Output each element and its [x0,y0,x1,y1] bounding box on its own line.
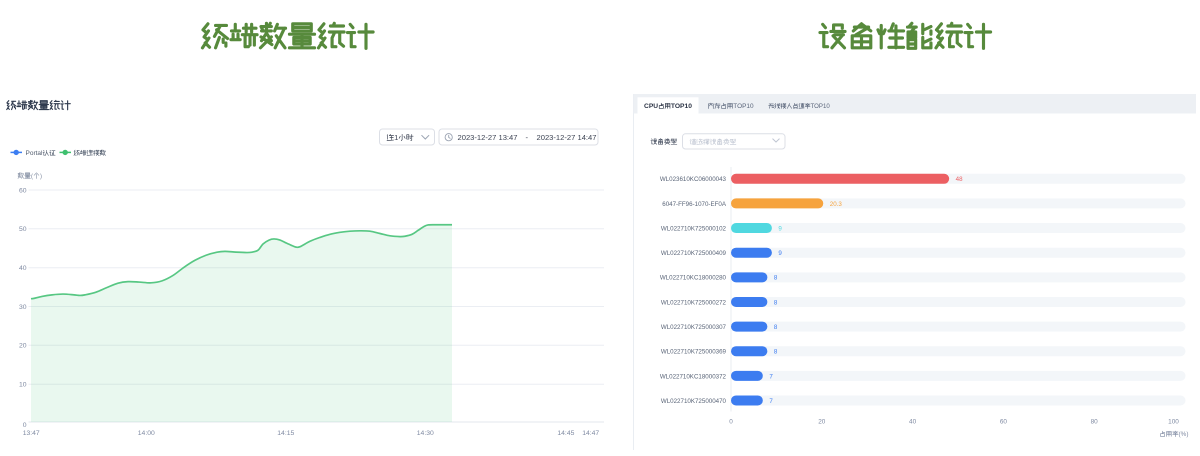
svg-text:1: 1 [394,133,398,142]
svg-text:WL022710K725000272: WL022710K725000272 [661,299,727,306]
svg-text:14:30: 14:30 [417,430,434,437]
svg-text:WL023610KC06000043: WL023610KC06000043 [660,176,727,183]
svg-text:WL022710KC18000280: WL022710KC18000280 [660,275,727,282]
svg-text:WL022710K725000409: WL022710K725000409 [661,250,727,257]
svg-text:48: 48 [956,176,963,183]
svg-text:6047-FF96-1070-EF0A: 6047-FF96-1070-EF0A [662,201,727,208]
svg-text:TOP10: TOP10 [733,103,754,110]
svg-text:60: 60 [1000,419,1008,426]
svg-text:(%): (%) [1179,431,1189,438]
svg-text:10: 10 [19,382,27,389]
svg-text:8: 8 [774,349,778,356]
svg-text:20.3: 20.3 [830,201,843,208]
svg-text:): ) [40,173,42,180]
svg-text:14:00: 14:00 [138,430,155,437]
svg-text:100: 100 [1168,419,1179,426]
svg-text:Portal: Portal [26,150,44,157]
svg-text:TOP10: TOP10 [671,103,693,110]
svg-text:20: 20 [818,419,826,426]
svg-text:0: 0 [729,419,733,426]
svg-text:14:15: 14:15 [277,430,294,437]
svg-text:WL022710KC18000372: WL022710KC18000372 [660,373,727,380]
svg-text:9: 9 [778,225,782,232]
svg-text:14:47: 14:47 [582,430,599,437]
svg-text:WL022710K725000470: WL022710K725000470 [661,398,727,405]
svg-text:0: 0 [23,422,27,429]
svg-text:WL022710K725000369: WL022710K725000369 [661,349,727,356]
svg-text:80: 80 [1091,419,1099,426]
svg-text:-: - [526,133,529,142]
svg-text:(: ( [31,173,34,180]
svg-text:WL022710K725000307: WL022710K725000307 [661,324,727,331]
svg-text:2023-12-27 13:47: 2023-12-27 13:47 [458,133,518,142]
svg-text:CPU: CPU [644,103,658,110]
svg-text:40: 40 [19,265,27,272]
svg-text:8: 8 [774,324,778,331]
svg-text:50: 50 [19,226,27,233]
svg-text:20: 20 [19,343,27,350]
svg-text:2023-12-27 14:47: 2023-12-27 14:47 [537,133,597,142]
svg-text:14:45: 14:45 [557,430,574,437]
svg-text:8: 8 [774,299,778,306]
svg-text:7: 7 [769,398,773,405]
svg-text:60: 60 [19,187,27,194]
svg-text:13:47: 13:47 [23,430,40,437]
svg-text:40: 40 [909,419,917,426]
svg-text:7: 7 [769,373,773,380]
svg-text:9: 9 [778,250,782,257]
svg-text:30: 30 [19,304,27,311]
svg-text:8: 8 [774,275,778,282]
svg-text:WL022710K725000102: WL022710K725000102 [661,225,727,232]
svg-text:TOP10: TOP10 [811,104,831,110]
